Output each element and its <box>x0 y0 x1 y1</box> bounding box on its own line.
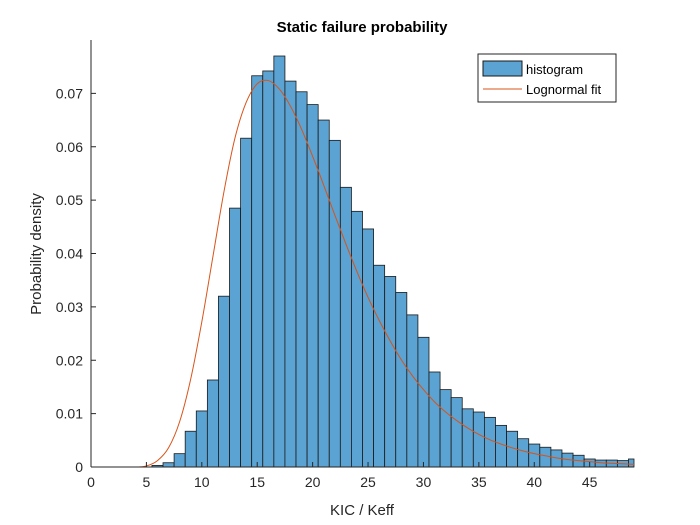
histogram-bar <box>262 70 275 468</box>
x-tick-label: 40 <box>526 474 542 490</box>
legend-histogram-swatch <box>482 60 523 77</box>
y-tick-label: 0.05 <box>56 192 83 208</box>
y-tick-label: 0.06 <box>56 139 83 155</box>
histogram-bar <box>339 186 352 468</box>
histogram-bar <box>428 371 441 468</box>
histogram-bar <box>373 264 386 468</box>
x-tick-label: 10 <box>194 474 210 490</box>
histogram-bar <box>417 336 430 468</box>
histogram-bar <box>450 397 463 468</box>
x-tick-label: 35 <box>471 474 487 490</box>
histogram-bar <box>472 411 485 468</box>
x-tick-label: 5 <box>143 474 151 490</box>
y-tick-label: 0.07 <box>56 85 83 101</box>
x-tick-label: 15 <box>249 474 265 490</box>
x-axis-label: KIC / Keff <box>330 502 395 519</box>
histogram-bar <box>539 446 552 468</box>
histogram-bar <box>351 210 363 468</box>
histogram-bar <box>461 408 474 468</box>
x-axis-ticks: 0 5 10 15 20 25 30 35 40 45 <box>87 462 598 490</box>
histogram-bar <box>483 416 496 468</box>
histogram-bar <box>628 458 635 468</box>
histogram-bar <box>229 207 242 468</box>
histogram-bar <box>395 292 408 468</box>
histogram-bar <box>206 379 219 468</box>
x-tick-label: 20 <box>305 474 321 490</box>
histogram-bar <box>162 462 175 468</box>
y-axis-ticks: 0 0.01 0.02 0.03 0.04 0.05 0.06 0.07 <box>56 85 96 475</box>
histogram-bar <box>251 75 264 468</box>
histogram-bar <box>195 410 208 468</box>
y-tick-label: 0.01 <box>56 406 83 422</box>
histogram-bar <box>517 438 530 468</box>
y-tick-label: 0 <box>75 459 83 475</box>
histogram-bar <box>295 91 308 468</box>
histogram-bar <box>218 295 230 468</box>
legend-histogram-label: histogram <box>526 62 583 77</box>
y-tick-label: 0.02 <box>56 352 83 368</box>
histogram-bar <box>306 104 319 468</box>
x-tick-label: 30 <box>416 474 432 490</box>
histogram-bar <box>594 459 607 468</box>
histogram-bar <box>495 424 507 468</box>
y-tick-label: 0.03 <box>56 299 83 315</box>
histogram-bar <box>173 453 186 468</box>
histogram-bar <box>384 276 397 468</box>
histogram-bar <box>439 389 452 468</box>
x-tick-label: 25 <box>360 474 376 490</box>
chart-title: Static failure probability <box>277 19 449 36</box>
histogram-bar <box>328 139 341 468</box>
legend: histogram Lognormal fit <box>477 53 617 103</box>
lognormal-fit-line <box>90 79 635 468</box>
x-tick-label: 0 <box>87 474 95 490</box>
histogram-bar <box>184 430 197 468</box>
histogram-bar <box>273 55 286 468</box>
y-tick-label: 0.04 <box>56 246 83 262</box>
histogram-bar <box>406 314 419 468</box>
x-tick-label: 45 <box>582 474 598 490</box>
histogram-bar <box>240 137 253 468</box>
legend-fit-label: Lognormal fit <box>526 82 602 97</box>
y-axis-label: Probability density <box>28 193 45 315</box>
plot-area: 0 5 10 15 20 25 30 35 40 45 0 0.01 0.02 0.03 0.04 0.05… <box>56 40 635 490</box>
histogram-bar <box>317 119 330 468</box>
histogram-bar <box>362 228 374 468</box>
histogram-bar <box>284 80 297 468</box>
